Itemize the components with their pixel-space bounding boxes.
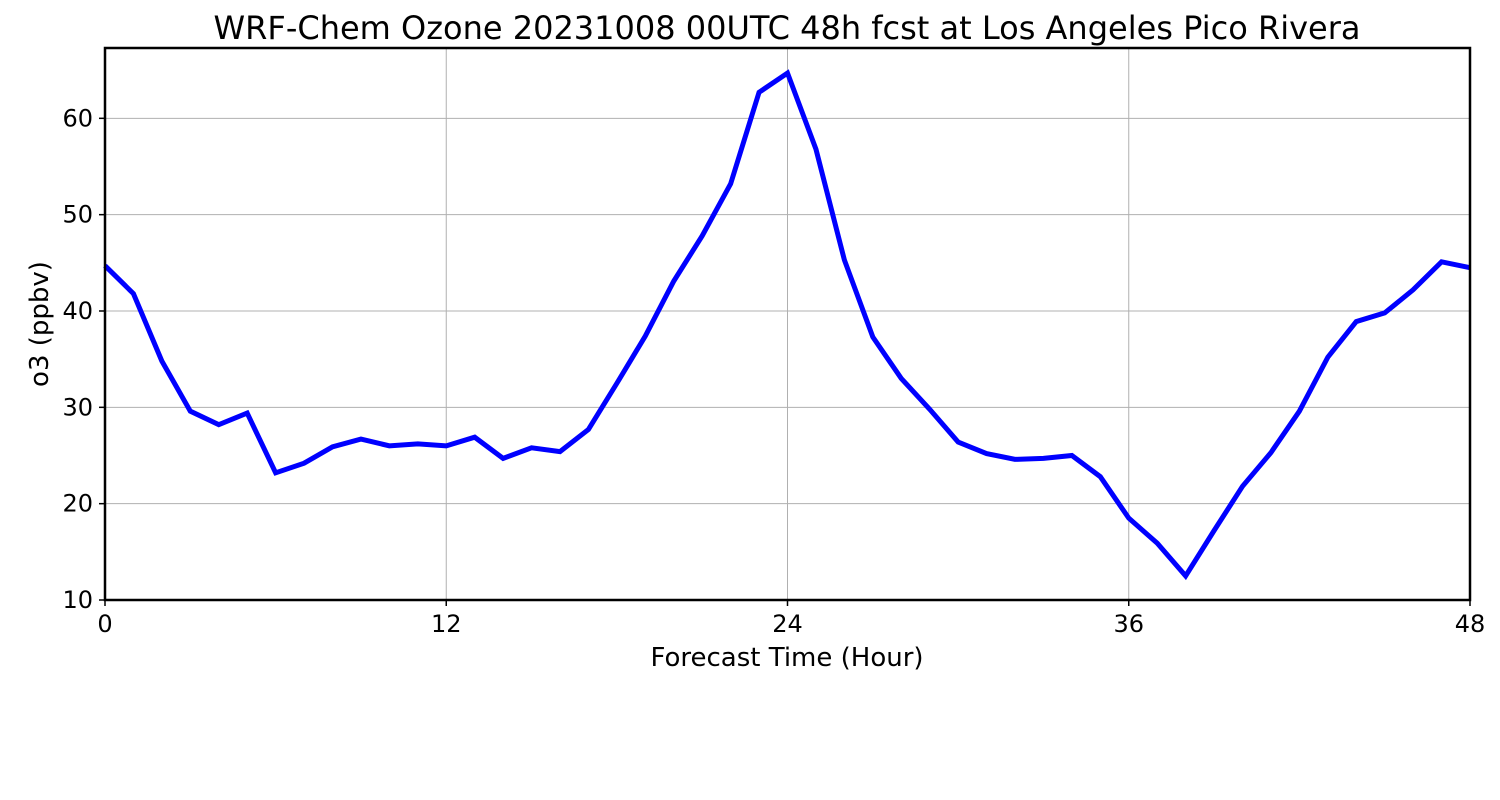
chart-title: WRF-Chem Ozone 20231008 00UTC 48h fcst a… <box>214 9 1361 47</box>
x-axis-label: Forecast Time (Hour) <box>650 643 923 673</box>
y-tick-label: 10 <box>62 586 93 614</box>
y-axis-ticks: 10 20 30 40 50 60 <box>62 104 105 614</box>
y-axis-label: o3 (ppbv) <box>25 261 55 387</box>
series-group <box>103 69 1471 581</box>
x-axis-ticks: 0 12 24 36 48 <box>97 600 1485 638</box>
grid-lines <box>104 48 1471 601</box>
y-tick-label: 30 <box>62 393 93 421</box>
y-tick-label: 20 <box>62 490 93 518</box>
x-tick-label: 12 <box>431 610 462 638</box>
y-tick-label: 40 <box>62 297 93 325</box>
x-tick-label: 24 <box>772 610 803 638</box>
y-tick-label: 60 <box>62 104 93 132</box>
x-tick-label: 0 <box>97 610 112 638</box>
x-tick-label: 48 <box>1455 610 1486 638</box>
ozone-series-line <box>103 69 1471 581</box>
y-tick-label: 50 <box>62 201 93 229</box>
x-tick-label: 36 <box>1113 610 1144 638</box>
